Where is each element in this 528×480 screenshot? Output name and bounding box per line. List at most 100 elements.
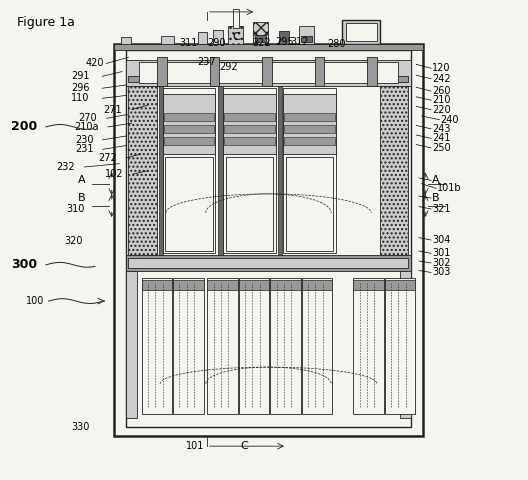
Bar [114,44,422,436]
Bar [285,125,335,133]
Bar [142,280,172,290]
Text: 312: 312 [290,37,309,47]
Bar [302,280,332,290]
Bar [142,278,172,414]
Text: 270: 270 [78,113,97,123]
Bar [126,50,411,427]
Bar [128,86,157,255]
Text: 220: 220 [432,105,451,115]
Text: 271: 271 [103,105,122,115]
Text: 321: 321 [432,204,450,214]
Text: 330: 330 [71,422,90,432]
Bar [223,88,276,253]
Text: 300: 300 [11,258,37,271]
Bar [254,35,266,42]
Text: 101b: 101b [437,183,462,193]
Text: 295: 295 [276,37,294,47]
Bar [225,157,273,251]
Bar [353,278,384,414]
Bar [233,9,239,28]
Text: 304: 304 [432,235,450,245]
Bar [385,280,415,290]
Bar [213,30,223,44]
Bar [400,271,411,419]
Bar [285,113,335,121]
Bar [239,280,269,290]
Text: C: C [240,441,248,451]
Text: 260: 260 [432,86,450,96]
Bar [210,57,219,86]
Text: 210a: 210a [74,122,99,132]
Bar [346,24,377,41]
Bar [262,57,272,86]
Bar [120,37,131,47]
Bar [173,280,204,290]
Bar [223,95,276,154]
Text: 240: 240 [440,115,459,125]
Bar [126,60,411,86]
Bar [301,36,312,42]
Bar [380,86,409,255]
Text: A: A [432,175,440,185]
Text: 280: 280 [327,39,346,49]
Bar [164,125,214,133]
Text: B: B [432,193,440,203]
Bar [343,21,380,44]
Bar [270,280,301,290]
Bar [218,86,222,255]
Bar [224,137,275,145]
Bar [284,95,336,154]
Bar [157,57,167,86]
Text: 291: 291 [71,72,90,81]
Text: 296: 296 [71,83,90,93]
Text: 231: 231 [75,144,93,155]
Text: 420: 420 [86,59,104,69]
Text: 102: 102 [105,169,124,179]
Text: A: A [78,175,86,185]
Text: 243: 243 [432,124,450,134]
Bar [286,157,333,251]
Text: C: C [233,32,241,42]
Text: 110: 110 [71,93,90,103]
Bar [114,44,422,50]
Text: 301: 301 [432,248,450,258]
Bar [278,86,282,255]
Text: 101: 101 [185,441,204,451]
Bar [208,278,238,414]
Bar [285,137,335,145]
Bar [165,157,213,251]
Bar [315,57,324,86]
Text: 210: 210 [432,95,450,105]
Bar [239,278,269,414]
Bar [128,76,409,82]
Text: 272: 272 [98,153,117,163]
Text: 311: 311 [180,38,198,48]
Bar [139,62,398,84]
Bar [161,36,174,47]
Bar [159,86,163,255]
Bar [164,113,214,121]
Text: 200: 200 [11,120,37,133]
Bar [126,271,137,419]
Bar [197,33,207,44]
Text: 242: 242 [432,74,451,84]
Text: 320: 320 [64,236,83,246]
Text: 250: 250 [432,143,451,153]
Text: 241: 241 [432,133,450,144]
Text: 120: 120 [432,63,450,73]
Bar [128,258,409,268]
Text: 310: 310 [66,204,84,214]
Text: 290: 290 [208,38,226,48]
Bar [173,278,204,414]
Bar [270,278,301,414]
Bar [284,88,336,253]
Bar [163,95,215,154]
Bar [299,26,314,44]
Bar [229,26,243,49]
Text: 232: 232 [56,162,75,172]
Bar [279,32,289,48]
Bar [385,278,415,414]
Text: 303: 303 [432,267,450,277]
Bar [224,125,275,133]
Text: Figure 1a: Figure 1a [17,16,75,29]
